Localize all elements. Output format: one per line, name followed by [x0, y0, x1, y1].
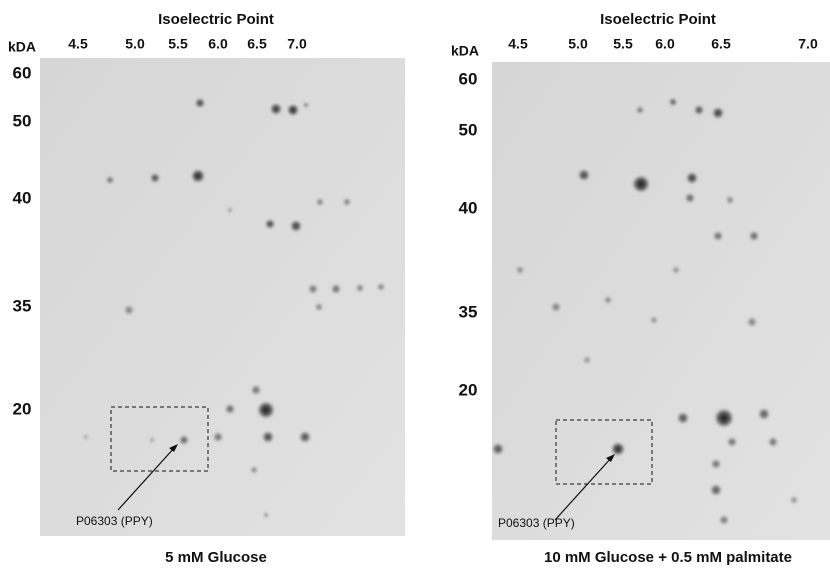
x-tick-label: 7.0	[287, 36, 307, 52]
gel-spot	[303, 102, 309, 108]
gel-spot	[257, 401, 275, 419]
gel-spot	[316, 198, 324, 206]
gel-spot	[83, 434, 89, 440]
gel-image	[492, 62, 830, 540]
gel-spot	[516, 266, 524, 274]
x-tick-label: 4.5	[68, 36, 88, 52]
gel-spot	[714, 408, 734, 428]
gel-spots	[83, 98, 385, 518]
gel-spot	[790, 496, 798, 504]
gel-spots	[492, 98, 798, 525]
gel-spot	[604, 296, 612, 304]
y-tick-label: 35	[13, 296, 32, 315]
x-tick-label: 5.5	[168, 36, 188, 52]
gel-spot	[299, 431, 311, 443]
gel-spot	[726, 196, 734, 204]
gel-spot	[265, 219, 275, 229]
gel-spot	[713, 231, 723, 241]
gel-spot	[251, 385, 261, 395]
gel-spot	[686, 172, 698, 184]
gel-spot	[711, 459, 721, 469]
gel-spot	[578, 169, 590, 181]
gel-image	[40, 58, 405, 536]
gel-spot	[492, 443, 504, 455]
gel-spot	[712, 107, 724, 119]
gel-spot	[195, 98, 205, 108]
y-tick-label: 40	[459, 198, 478, 217]
x-tick-label: 5.0	[568, 36, 588, 52]
y-tick-label: 60	[13, 63, 32, 82]
gel-spot	[611, 442, 625, 456]
caption: 5 mM Glucose	[165, 549, 267, 566]
gel-spot	[262, 431, 274, 443]
gel-spot	[343, 198, 351, 206]
y-axis-title: kDA	[451, 43, 479, 59]
gel-spot	[191, 169, 205, 183]
gel-spot	[727, 437, 737, 447]
x-tick-label: 5.0	[125, 36, 145, 52]
gel-spot	[213, 432, 223, 442]
annotation: P06303 (PPY)	[498, 516, 575, 530]
arrow	[554, 456, 613, 521]
gel-spot	[263, 512, 269, 518]
gel-spot	[227, 207, 233, 213]
gel-spot	[747, 317, 757, 327]
arrow-head	[169, 444, 178, 452]
gel-spot	[685, 193, 695, 203]
x-axis-title: Isoelectric Point	[600, 11, 716, 28]
x-tick-label: 7.0	[798, 36, 818, 52]
gel-spot	[694, 105, 704, 115]
gel-spot	[551, 302, 561, 312]
gel-spot	[106, 176, 114, 184]
y-axis-title: kDA	[8, 39, 36, 55]
x-tick-label: 6.0	[208, 36, 228, 52]
gel-spot	[669, 98, 677, 106]
gel-spot	[225, 404, 235, 414]
gel-spot	[356, 284, 364, 292]
highlight-box	[110, 406, 209, 472]
gel-spot	[672, 266, 680, 274]
gel-spot	[583, 356, 591, 364]
gel-spot	[290, 220, 302, 232]
y-tick-label: 20	[13, 399, 32, 418]
gel-spot	[149, 437, 155, 443]
gel-spot	[287, 104, 299, 116]
gel-spot	[632, 175, 650, 193]
arrow	[117, 446, 176, 511]
x-axis-title: Isoelectric Point	[158, 11, 274, 28]
y-tick-label: 40	[13, 188, 32, 207]
gel-spot	[636, 106, 644, 114]
annotation: P06303 (PPY)	[76, 514, 153, 528]
y-tick-label: 60	[459, 69, 478, 88]
gel-spot	[124, 305, 134, 315]
gel-spot	[331, 284, 341, 294]
arrow-head	[606, 454, 615, 462]
x-tick-label: 6.0	[655, 36, 675, 52]
gel-spot	[719, 515, 729, 525]
gel-spot	[758, 408, 770, 420]
x-tick-label: 4.5	[508, 36, 528, 52]
gel-spot	[677, 412, 689, 424]
y-tick-label: 35	[459, 302, 478, 321]
gel-spot	[150, 173, 160, 183]
x-tick-label: 6.5	[711, 36, 731, 52]
gel-spot	[270, 103, 282, 115]
y-tick-label: 20	[459, 380, 478, 399]
gel-spot	[768, 437, 778, 447]
highlight-box	[555, 419, 653, 485]
x-tick-label: 6.5	[247, 36, 267, 52]
y-tick-label: 50	[13, 111, 32, 130]
gel-spot	[710, 484, 722, 496]
y-tick-label: 50	[459, 120, 478, 139]
gel-spot	[315, 303, 323, 311]
gel-spot	[308, 284, 318, 294]
gel-spot	[179, 435, 189, 445]
gel-spot	[749, 231, 759, 241]
x-tick-label: 5.5	[613, 36, 633, 52]
gel-spot	[650, 316, 658, 324]
gel-spot	[250, 466, 258, 474]
caption: 10 mM Glucose + 0.5 mM palmitate	[544, 549, 792, 566]
gel-spot	[377, 283, 385, 291]
